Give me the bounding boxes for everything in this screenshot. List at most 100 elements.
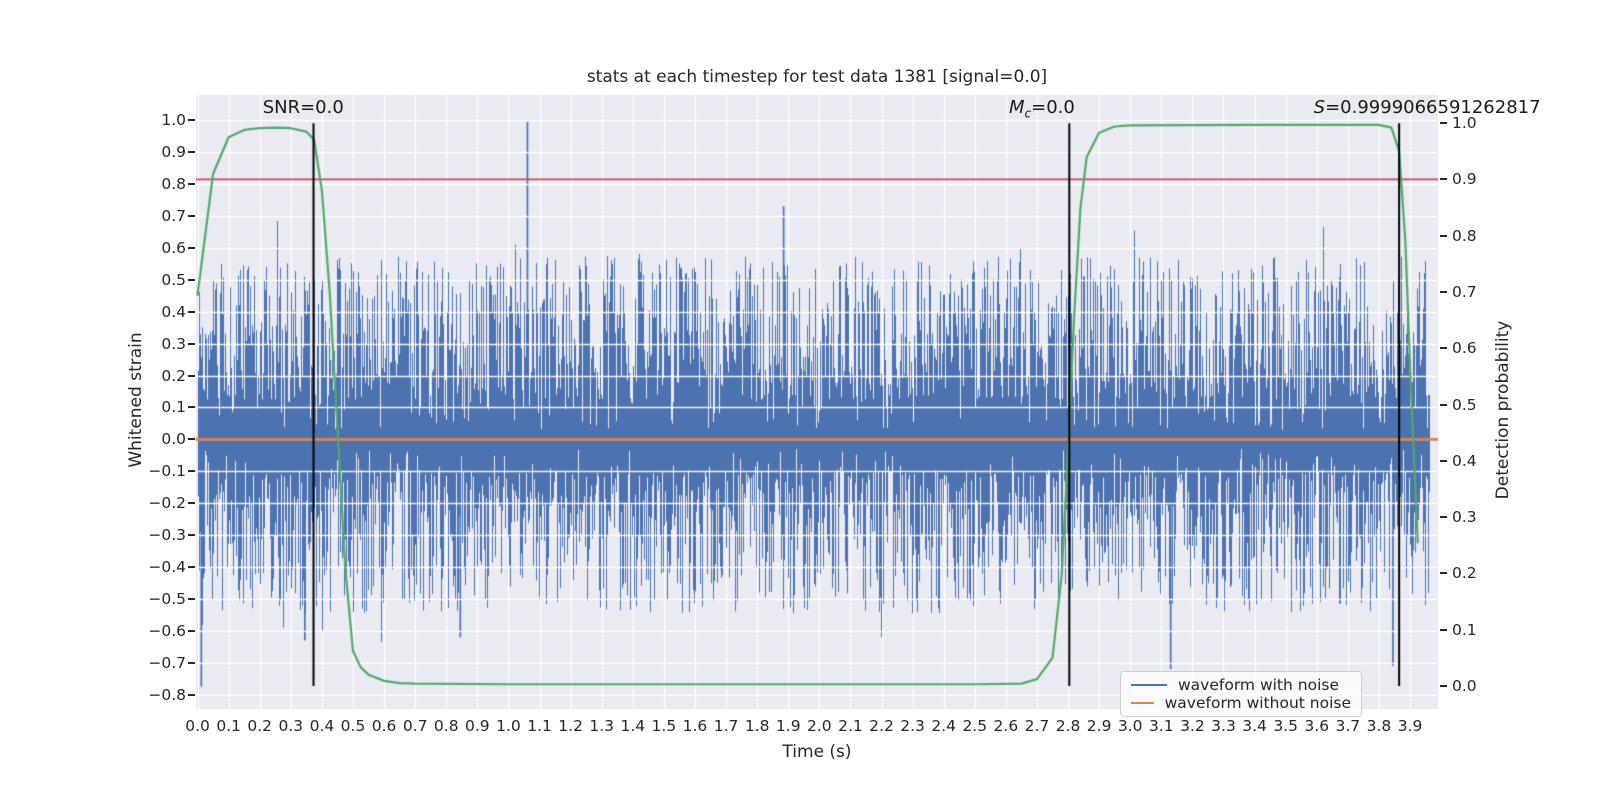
y-left-tick-label: 0.8 (161, 175, 186, 194)
y-left-tick-mark (188, 597, 195, 600)
x-tick-label: 0.2 (247, 717, 273, 735)
y-left-tick-label: −0.2 (148, 494, 186, 513)
y-right-tick-mark (1440, 234, 1447, 237)
y-right-tick-label: 0.8 (1452, 226, 1477, 245)
legend-line-sample (1131, 684, 1167, 686)
legend-label: waveform without noise (1164, 694, 1351, 712)
y-left-tick-label: −0.4 (148, 557, 186, 576)
y-left-tick-mark (188, 565, 195, 568)
x-tick-label: 1.1 (527, 717, 552, 735)
y-left-tick-label: 0.0 (161, 430, 186, 449)
x-tick-label: 1.6 (682, 717, 708, 735)
y-left-tick-label: 0.2 (161, 366, 186, 385)
x-tick-label: 1.4 (620, 717, 646, 735)
x-tick-label: 3.3 (1211, 717, 1236, 735)
y-left-tick-label: −0.7 (148, 653, 186, 672)
x-axis-label: Time (s) (782, 742, 852, 762)
y-left-tick-mark (188, 406, 195, 409)
y-left-tick-mark (188, 278, 195, 281)
x-tick-label: 1.9 (775, 717, 801, 735)
y-left-tick-mark (188, 502, 195, 505)
y-left-tick-label: 0.3 (161, 334, 186, 353)
legend: waveform with noise waveform without nois… (1120, 671, 1362, 717)
x-tick-label: 0.4 (309, 717, 335, 735)
y-right-tick-label: 1.0 (1452, 114, 1477, 133)
y-right-tick-label: 0.9 (1452, 170, 1477, 189)
y-left-tick-mark (188, 693, 195, 696)
x-tick-label: 2.2 (869, 717, 894, 735)
y-right-tick-mark (1440, 684, 1447, 687)
x-tick-label: 0.7 (402, 717, 428, 735)
x-tick-label: 0.0 (185, 717, 210, 735)
y-right-tick-label: 0.4 (1452, 451, 1477, 470)
y-axis-label-left: Whitened strain (126, 332, 146, 468)
y-left-tick-label: 0.5 (161, 270, 186, 289)
x-tick-label: 3.8 (1366, 717, 1392, 735)
x-tick-label: 2.0 (807, 717, 832, 735)
y-left-tick-label: 0.9 (161, 143, 186, 162)
x-tick-label: 0.5 (340, 717, 366, 735)
y-left-tick-mark (188, 470, 195, 473)
legend-entry: waveform without noise (1131, 694, 1351, 712)
x-tick-label: 0.1 (216, 717, 241, 735)
y-right-tick-mark (1440, 628, 1447, 631)
legend-entry: waveform with noise (1131, 676, 1351, 694)
x-tick-label: 2.7 (1024, 717, 1050, 735)
y-right-tick-mark (1440, 178, 1447, 181)
y-right-tick-mark (1440, 122, 1447, 125)
y-right-tick-mark (1440, 459, 1447, 462)
y-left-tick-mark (188, 342, 195, 345)
y-left-tick-label: 0.4 (161, 302, 186, 321)
y-right-tick-mark (1440, 572, 1447, 575)
x-tick-label: 2.8 (1055, 717, 1081, 735)
y-right-tick-label: 0.2 (1452, 564, 1477, 583)
y-right-tick-mark (1440, 347, 1447, 350)
y-left-tick-mark (188, 183, 195, 186)
x-tick-label: 2.4 (931, 717, 956, 735)
y-left-tick-label: −0.6 (148, 621, 186, 640)
y-right-tick-label: 0.6 (1452, 339, 1477, 358)
y-left-tick-label: 0.6 (161, 238, 186, 257)
x-tick-label: 3.1 (1148, 717, 1174, 735)
annotation-s: S=0.9999066591262817 (1313, 97, 1541, 118)
x-tick-label: 0.8 (433, 717, 459, 735)
x-tick-label: 1.8 (744, 717, 770, 735)
x-tick-label: 2.1 (838, 717, 863, 735)
y-left-tick-mark (188, 151, 195, 154)
y-axis-label-right: Detection probability (1493, 320, 1513, 500)
y-right-tick-label: 0.7 (1452, 282, 1477, 301)
y-left-tick-label: 0.1 (161, 398, 186, 417)
x-tick-label: 0.9 (465, 717, 490, 735)
y-left-tick-label: 0.7 (161, 206, 186, 225)
plot-canvas (196, 95, 1438, 709)
x-tick-label: 3.2 (1180, 717, 1205, 735)
y-right-tick-mark (1440, 516, 1447, 519)
legend-label: waveform with noise (1178, 676, 1339, 694)
y-left-tick-label: −0.3 (148, 526, 186, 545)
y-left-tick-label: 1.0 (161, 111, 186, 130)
y-left-tick-mark (188, 661, 195, 664)
x-tick-label: 0.3 (278, 717, 304, 735)
y-left-tick-mark (188, 214, 195, 217)
x-tick-label: 2.5 (962, 717, 988, 735)
y-left-tick-mark (188, 629, 195, 632)
x-tick-label: 1.3 (589, 717, 615, 735)
y-left-tick-mark (188, 119, 195, 122)
x-tick-label: 3.0 (1117, 717, 1143, 735)
y-right-tick-label: 0.3 (1452, 508, 1477, 527)
x-tick-label: 3.9 (1397, 717, 1423, 735)
x-tick-label: 2.6 (993, 717, 1019, 735)
legend-line-sample (1131, 702, 1154, 704)
y-left-tick-mark (188, 438, 195, 441)
x-tick-label: 1.2 (558, 717, 583, 735)
x-tick-label: 0.6 (371, 717, 397, 735)
y-left-tick-label: −0.8 (148, 685, 186, 704)
y-right-tick-mark (1440, 290, 1447, 293)
y-right-tick-label: 0.0 (1452, 676, 1477, 695)
x-tick-label: 3.4 (1242, 717, 1267, 735)
chart-title: stats at each timestep for test data 138… (586, 67, 1048, 87)
annotation-snr: SNR=0.0 (262, 97, 344, 118)
y-right-tick-label: 0.1 (1452, 620, 1477, 639)
annotation-mc: Mc=0.0 (1008, 97, 1075, 121)
y-left-tick-mark (188, 374, 195, 377)
